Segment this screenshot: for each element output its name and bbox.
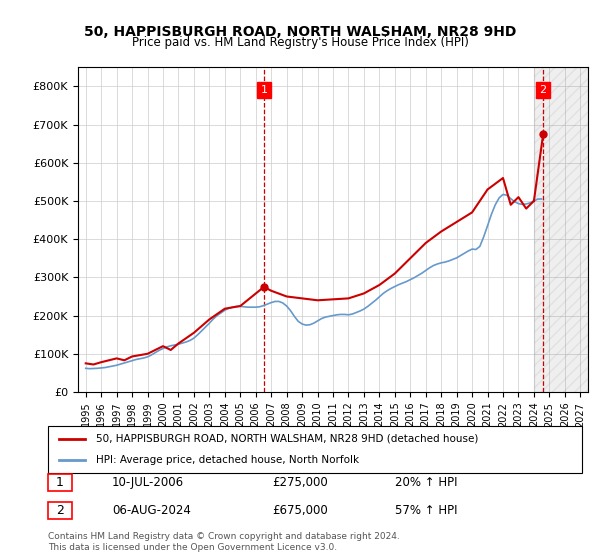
Text: Contains HM Land Registry data © Crown copyright and database right 2024.
This d: Contains HM Land Registry data © Crown c… [48, 532, 400, 552]
Text: 50, HAPPISBURGH ROAD, NORTH WALSHAM, NR28 9HD: 50, HAPPISBURGH ROAD, NORTH WALSHAM, NR2… [84, 25, 516, 39]
Text: 2: 2 [539, 85, 547, 95]
Text: 2: 2 [56, 504, 64, 517]
Text: 10-JUL-2006: 10-JUL-2006 [112, 476, 184, 489]
Text: 20% ↑ HPI: 20% ↑ HPI [395, 476, 458, 489]
Text: £275,000: £275,000 [272, 476, 328, 489]
Text: HPI: Average price, detached house, North Norfolk: HPI: Average price, detached house, Nort… [96, 455, 359, 465]
Text: 06-AUG-2024: 06-AUG-2024 [112, 504, 191, 517]
Text: £675,000: £675,000 [272, 504, 328, 517]
Text: 1: 1 [260, 85, 268, 95]
FancyBboxPatch shape [48, 474, 72, 491]
Bar [534, 67, 588, 392]
FancyBboxPatch shape [48, 426, 582, 473]
Text: Price paid vs. HM Land Registry's House Price Index (HPI): Price paid vs. HM Land Registry's House … [131, 36, 469, 49]
Text: 50, HAPPISBURGH ROAD, NORTH WALSHAM, NR28 9HD (detached house): 50, HAPPISBURGH ROAD, NORTH WALSHAM, NR2… [96, 434, 478, 444]
FancyBboxPatch shape [48, 502, 72, 519]
Text: 1: 1 [56, 476, 64, 489]
Text: 57% ↑ HPI: 57% ↑ HPI [395, 504, 458, 517]
